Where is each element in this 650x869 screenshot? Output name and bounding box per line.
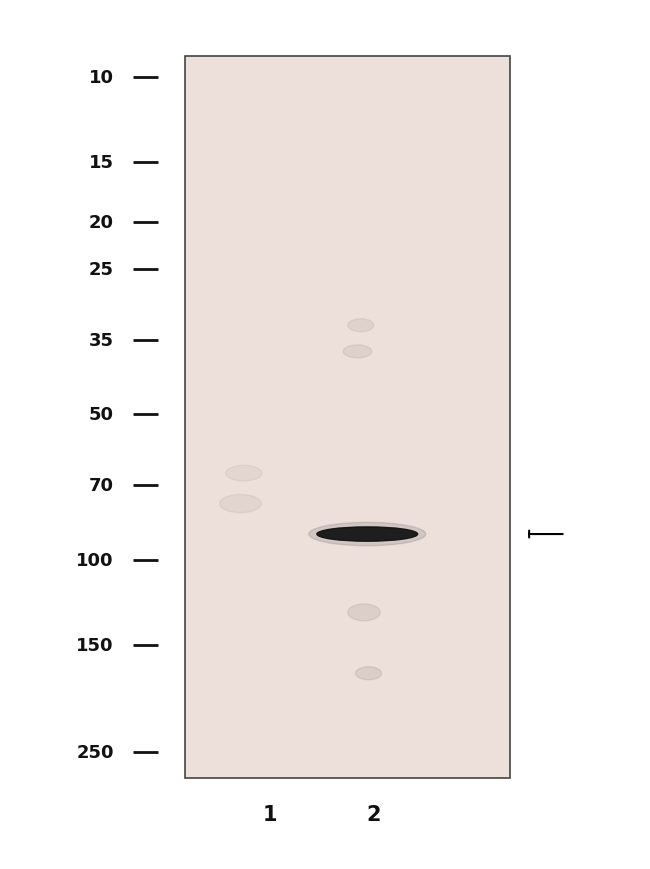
Ellipse shape [343,346,372,358]
Text: 250: 250 [76,743,114,760]
Ellipse shape [220,495,261,513]
Text: 35: 35 [89,331,114,349]
Ellipse shape [348,320,374,332]
Text: 150: 150 [76,636,114,653]
Ellipse shape [356,667,382,680]
Text: 15: 15 [89,154,114,172]
Text: 100: 100 [76,551,114,569]
Bar [185,56,510,778]
Ellipse shape [348,604,380,621]
Text: 20: 20 [89,215,114,232]
Text: 50: 50 [89,406,114,424]
Ellipse shape [226,466,262,481]
Text: 25: 25 [89,261,114,279]
Ellipse shape [309,523,426,546]
Ellipse shape [317,527,417,541]
Text: 2: 2 [367,805,381,824]
Text: 1: 1 [263,805,277,824]
Text: 10: 10 [89,70,114,87]
Text: 70: 70 [89,476,114,494]
